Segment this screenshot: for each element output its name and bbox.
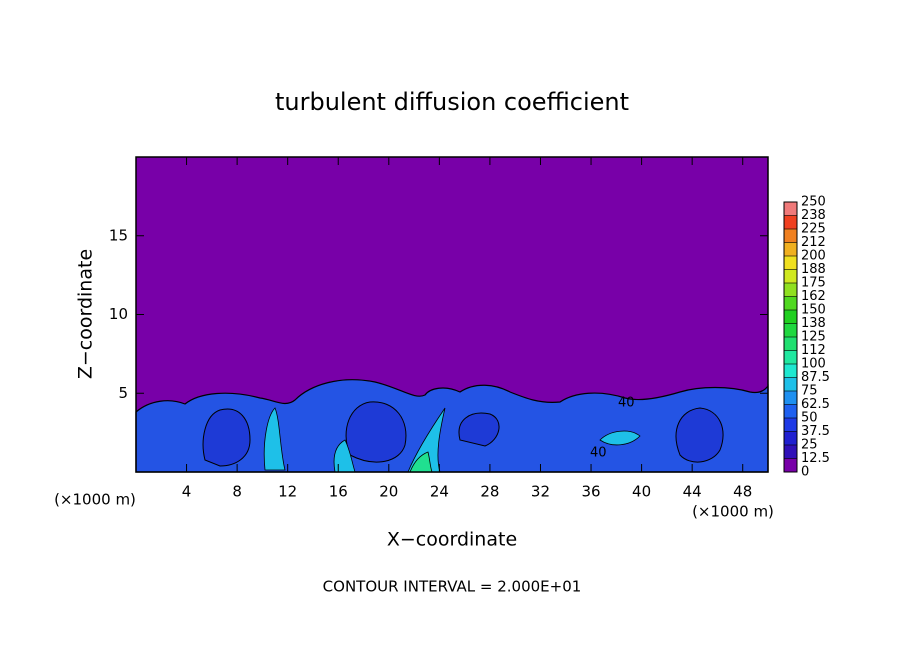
colorbar-label: 200	[801, 249, 826, 264]
colorbar-band	[784, 323, 797, 337]
colorbar-label: 125	[801, 330, 826, 345]
colorbar-band	[784, 283, 797, 297]
colorbar-label: 0	[801, 465, 809, 480]
colorbar-label: 250	[801, 195, 826, 210]
x-unit-label: (×1000 m)	[692, 503, 774, 521]
x-tick-label: 16	[329, 483, 348, 501]
field-region	[409, 451, 433, 473]
colorbar-label: 162	[801, 289, 826, 304]
colorbar-band	[784, 269, 797, 283]
colorbar-band	[784, 431, 797, 445]
colorbar-label: 100	[801, 357, 826, 372]
colorbar-label: 62.5	[801, 397, 830, 412]
x-tick-label: 44	[683, 483, 702, 501]
footer: CONTOUR INTERVAL = 2.000E+01	[323, 578, 582, 596]
x-tick-label: 24	[430, 483, 449, 501]
colorbar-band	[784, 458, 797, 472]
contour-label: 40	[618, 396, 635, 411]
colorbar-label: 238	[801, 208, 826, 223]
colorbar-label: 25	[801, 438, 818, 453]
colorbar-band	[784, 310, 797, 324]
colorbar-frame	[783, 201, 798, 473]
colorbar-band	[784, 404, 797, 418]
y-axis-label: Z−coordinate	[75, 249, 97, 379]
colorbar-band	[784, 418, 797, 432]
field-region	[202, 401, 724, 467]
colorbar-band	[784, 242, 797, 256]
field-region	[263, 407, 641, 473]
colorbar-label: 87.5	[801, 370, 830, 385]
chart-title: turbulent diffusion coefficient	[275, 88, 629, 116]
y-tick-label: 5	[118, 384, 128, 402]
x-tick-label: 4	[182, 483, 192, 501]
colorbar-band	[784, 215, 797, 229]
colorbar-label: 212	[801, 235, 826, 250]
x-tick-label: 48	[733, 483, 752, 501]
colorbar-band	[784, 296, 797, 310]
colorbar-label: 50	[801, 411, 818, 426]
contour-label: 40	[590, 446, 607, 461]
y-tick-label: 10	[109, 305, 128, 323]
colorbar-band	[784, 229, 797, 243]
colorbar-band	[784, 364, 797, 378]
field-shapes	[135, 379, 769, 473]
colorbar-label: 75	[801, 384, 818, 399]
colorbar-band	[784, 391, 797, 405]
colorbar-label: 138	[801, 316, 826, 331]
x-tick-label: 40	[632, 483, 651, 501]
colorbar-band	[784, 256, 797, 270]
colorbar-label: 188	[801, 262, 826, 277]
x-axis-label: X−coordinate	[387, 529, 517, 551]
colorbar-label: 175	[801, 276, 826, 291]
colorbar-label: 12.5	[801, 451, 830, 466]
x-tick-label: 32	[531, 483, 550, 501]
colorbar-label: 112	[801, 343, 826, 358]
colorbar-band	[784, 202, 797, 216]
x-tick-label: 12	[278, 483, 297, 501]
x-tick-label: 28	[480, 483, 499, 501]
colorbar-label: 37.5	[801, 424, 830, 439]
y-tick-label: 15	[109, 226, 128, 244]
colorbar-band	[784, 445, 797, 459]
colorbar-band	[784, 337, 797, 351]
colorbar-band	[784, 350, 797, 364]
x-tick-label: 20	[379, 483, 398, 501]
x-tick-label: 36	[581, 483, 600, 501]
field-region	[135, 379, 769, 473]
colorbar-label: 150	[801, 303, 826, 318]
x-tick-label: 8	[232, 483, 242, 501]
y-unit-label: (×1000 m)	[54, 491, 136, 509]
colorbar-label: 225	[801, 222, 826, 237]
colorbar-band	[784, 377, 797, 391]
